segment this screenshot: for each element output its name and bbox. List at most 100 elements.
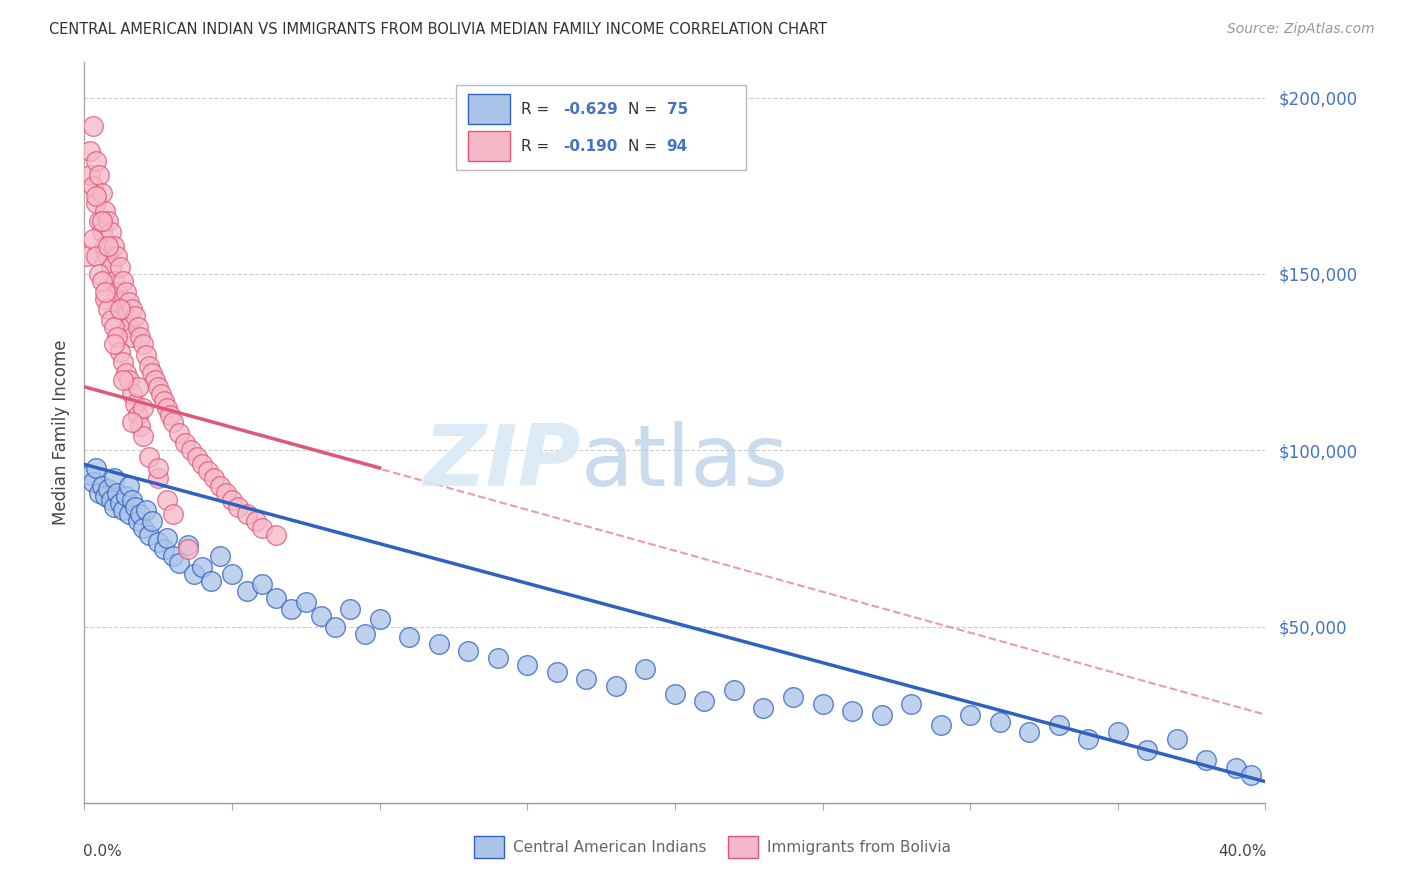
Point <box>486 651 509 665</box>
Point <box>127 408 149 422</box>
Point <box>84 154 107 169</box>
Text: R =: R = <box>522 138 554 153</box>
Point <box>723 683 745 698</box>
Point <box>546 665 568 680</box>
Point <box>427 637 450 651</box>
Point <box>121 330 143 344</box>
Point <box>1107 725 1129 739</box>
Point <box>250 577 273 591</box>
Point <box>138 450 160 465</box>
Point <box>1240 767 1263 781</box>
Point <box>84 461 107 475</box>
Point <box>108 344 131 359</box>
Point <box>111 355 134 369</box>
Point <box>209 478 232 492</box>
Point <box>103 337 125 351</box>
Point <box>103 239 125 253</box>
Point <box>1166 732 1188 747</box>
Point <box>118 507 141 521</box>
Point <box>87 214 111 228</box>
Point <box>94 292 117 306</box>
Point <box>1225 760 1247 774</box>
Text: ZIP: ZIP <box>423 421 581 504</box>
Point <box>457 644 479 658</box>
Point <box>236 507 259 521</box>
Point <box>200 574 222 588</box>
Text: N =: N = <box>627 102 661 117</box>
Point <box>183 566 205 581</box>
Point <box>209 549 232 563</box>
Point <box>782 690 804 704</box>
Point <box>129 330 152 344</box>
Point <box>693 693 716 707</box>
Y-axis label: Median Family Income: Median Family Income <box>52 340 70 525</box>
Point <box>266 591 288 606</box>
Point <box>87 168 111 182</box>
Text: R =: R = <box>522 102 554 117</box>
Point <box>79 168 101 182</box>
Bar <box>468 95 509 124</box>
Point <box>114 366 136 380</box>
Point <box>575 673 598 687</box>
Point <box>150 387 173 401</box>
Point <box>132 429 155 443</box>
Point <box>97 214 120 228</box>
Point <box>94 203 117 218</box>
Point <box>202 471 225 485</box>
Point <box>84 249 107 263</box>
Text: 40.0%: 40.0% <box>1218 844 1267 858</box>
Point <box>111 503 134 517</box>
Point <box>124 500 146 514</box>
Point <box>135 503 157 517</box>
Text: Central American Indians: Central American Indians <box>513 839 707 855</box>
Point <box>162 415 184 429</box>
Point <box>105 485 128 500</box>
Point <box>1018 725 1040 739</box>
Point <box>132 337 155 351</box>
Point <box>94 489 117 503</box>
Point <box>121 387 143 401</box>
Point <box>82 119 104 133</box>
Text: 94: 94 <box>666 138 688 153</box>
Point <box>91 225 114 239</box>
Point <box>82 178 104 193</box>
Point <box>280 602 302 616</box>
Text: -0.629: -0.629 <box>562 102 617 117</box>
Text: 75: 75 <box>666 102 688 117</box>
Point <box>111 274 134 288</box>
Point <box>841 704 863 718</box>
Point <box>135 348 157 362</box>
Bar <box>474 836 503 858</box>
Point <box>94 285 117 299</box>
Point <box>929 718 952 732</box>
Point <box>108 260 131 274</box>
Point <box>127 319 149 334</box>
Point <box>143 373 166 387</box>
Point <box>141 514 163 528</box>
Point <box>221 566 243 581</box>
Point <box>103 500 125 514</box>
Point <box>159 408 181 422</box>
Point <box>148 535 170 549</box>
Point <box>1136 743 1159 757</box>
Point <box>132 401 155 415</box>
Point <box>870 707 893 722</box>
Point <box>91 478 114 492</box>
Point <box>516 658 538 673</box>
Point <box>108 302 131 317</box>
Point <box>197 464 219 478</box>
Point <box>354 626 377 640</box>
Point <box>108 295 131 310</box>
Point <box>76 249 98 263</box>
Point <box>988 714 1011 729</box>
Point <box>156 401 179 415</box>
Point <box>114 489 136 503</box>
Point <box>295 595 318 609</box>
Point <box>339 602 361 616</box>
Point <box>1047 718 1070 732</box>
Point <box>141 366 163 380</box>
Point <box>121 492 143 507</box>
Point <box>811 697 834 711</box>
Point <box>177 538 200 552</box>
Point <box>82 475 104 489</box>
